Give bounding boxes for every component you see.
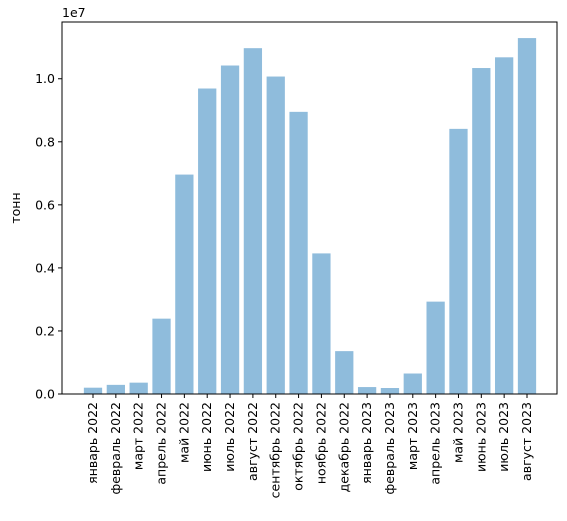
x-tick-label: январь 2022	[85, 402, 100, 484]
bar	[449, 128, 468, 394]
y-axis-exponent: 1e7	[62, 5, 86, 20]
bar	[357, 387, 377, 394]
y-axis-ticks: 0.0 0.2 0.4 0.6 0.8 1.0	[35, 71, 62, 402]
bar	[289, 111, 308, 394]
x-tick-label: октябрь 2022	[291, 402, 306, 491]
x-tick-label: март 2023	[405, 402, 420, 470]
y-axis-label: тонн	[8, 192, 23, 223]
x-tick-label: июль 2022	[222, 402, 237, 472]
bar	[83, 387, 103, 394]
y-tick-label: 0.8	[35, 134, 55, 149]
x-tick-label: май 2022	[176, 402, 191, 463]
x-tick-label: ноябрь 2022	[313, 402, 328, 484]
x-tick-label: февраль 2023	[382, 402, 397, 494]
bar	[266, 76, 285, 394]
bar	[243, 48, 263, 395]
bar	[220, 65, 240, 394]
bar	[335, 351, 354, 394]
bar	[312, 253, 331, 394]
bar	[129, 382, 148, 394]
plot-frame	[61, 21, 558, 395]
x-tick-label: июнь 2023	[473, 402, 488, 472]
x-tick-label: август 2023	[519, 402, 534, 481]
x-tick-label: июнь 2022	[199, 402, 214, 472]
bar	[472, 68, 491, 394]
x-axis-ticks: январь 2022 февраль 2022 март 2022 апрель 2…	[85, 394, 534, 498]
x-tick-label: апрель 2022	[154, 402, 169, 485]
bar	[198, 88, 217, 395]
bar	[426, 301, 445, 394]
bar	[517, 38, 537, 394]
x-tick-label: апрель 2023	[428, 402, 443, 485]
x-tick-label: февраль 2022	[108, 402, 123, 494]
y-tick-label: 0.2	[35, 323, 55, 338]
bar	[106, 384, 125, 394]
y-tick-label: 1.0	[35, 71, 55, 86]
bar	[152, 318, 171, 394]
x-tick-label: декабрь 2022	[336, 402, 351, 492]
x-tick-label: май 2023	[450, 402, 465, 463]
bar	[403, 373, 422, 394]
y-tick-label: 0.4	[35, 260, 55, 275]
x-tick-label: январь 2023	[359, 402, 374, 484]
y-tick-label: 0.6	[35, 197, 55, 212]
x-tick-label: июль 2023	[496, 402, 511, 472]
y-tick-label: 0.0	[35, 387, 55, 402]
x-tick-label: сентябрь 2022	[268, 402, 283, 498]
x-tick-label: август 2022	[245, 402, 260, 481]
x-tick-label: март 2022	[131, 402, 146, 470]
bar	[380, 388, 400, 394]
bars-group	[83, 38, 537, 395]
bar	[175, 174, 194, 394]
bar	[495, 57, 514, 395]
